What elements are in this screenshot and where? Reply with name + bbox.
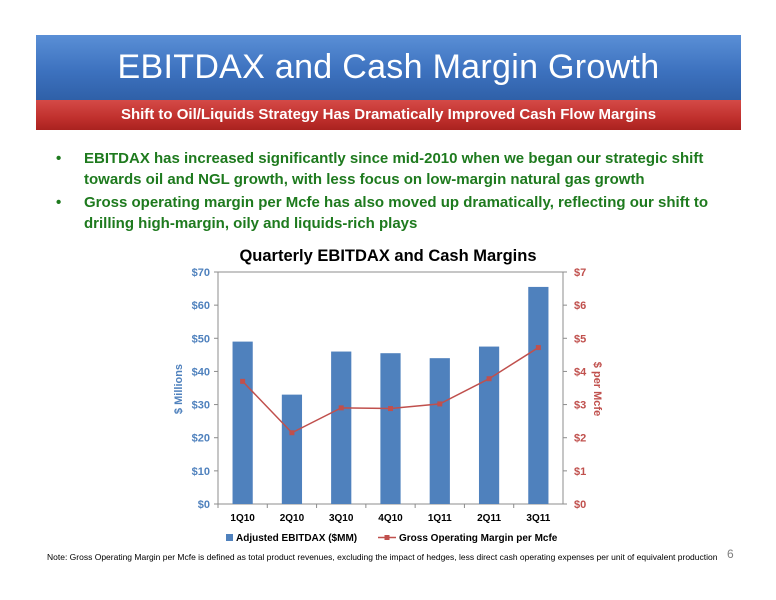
right-axis-label: $ per Mcfe xyxy=(591,362,603,416)
margin-point xyxy=(437,401,443,407)
margin-point xyxy=(289,430,295,436)
legend-swatch-marker xyxy=(384,535,390,540)
left-tick-label: $70 xyxy=(192,267,210,279)
plot-area: $0 $10 $20 $30 $40 $50 $60 $70 $0 $1 $2 $3 $4 $5 $6 $7 1… xyxy=(192,267,587,524)
left-axis-label: $ Millions xyxy=(173,364,185,414)
chart-legend: Adjusted EBITDAX ($MM) Gross Operating M… xyxy=(226,533,558,544)
bullet-item: • EBITDAX has increased significantly si… xyxy=(50,148,740,190)
left-tick-label: $0 xyxy=(198,499,210,511)
left-tick-label: $40 xyxy=(192,366,210,378)
right-tick-label: $0 xyxy=(574,499,586,511)
margin-point xyxy=(240,378,246,384)
page-number: 6 xyxy=(727,547,734,561)
bullet-text: Gross operating margin per Mcfe has also… xyxy=(84,194,709,232)
legend-swatch-bar xyxy=(226,534,233,541)
left-tick-label: $10 xyxy=(192,466,210,478)
margin-point xyxy=(535,345,541,351)
bullet-item: • Gross operating margin per Mcfe has al… xyxy=(50,192,740,234)
bar xyxy=(232,341,253,504)
left-tick-label: $30 xyxy=(192,400,210,412)
left-tick-label: $20 xyxy=(192,433,210,445)
x-tick-label: 2Q10 xyxy=(280,513,305,524)
bullet-marker: • xyxy=(56,150,62,167)
right-tick-label: $5 xyxy=(574,333,586,345)
bar xyxy=(528,286,549,504)
bullet-marker: • xyxy=(56,194,62,211)
bullet-list: • EBITDAX has increased significantly si… xyxy=(50,148,740,236)
right-tick-label: $2 xyxy=(574,433,586,445)
x-tick-label: 3Q10 xyxy=(329,513,354,524)
left-tick-label: $60 xyxy=(192,300,210,312)
bar xyxy=(331,351,352,504)
right-tick-label: $1 xyxy=(574,466,586,478)
x-tick-label: 1Q11 xyxy=(428,513,452,524)
left-tick-label: $50 xyxy=(192,333,210,345)
x-tick-label: 4Q10 xyxy=(378,513,403,524)
x-tick-label: 3Q11 xyxy=(526,513,550,524)
legend-label-line: Gross Operating Margin per Mcfe xyxy=(399,533,558,544)
bar xyxy=(429,358,450,504)
slide-subtitle: Shift to Oil/Liquids Strategy Has Dramat… xyxy=(36,100,741,130)
right-tick-label: $4 xyxy=(574,366,587,378)
x-tick-label: 1Q10 xyxy=(230,513,255,524)
bar xyxy=(478,346,500,504)
legend-label-bar: Adjusted EBITDAX ($MM) xyxy=(236,533,357,544)
margin-point xyxy=(486,376,492,382)
bar xyxy=(281,394,303,504)
bullet-text: EBITDAX has increased significantly sinc… xyxy=(84,150,704,188)
right-tick-label: $7 xyxy=(574,267,586,279)
margin-point xyxy=(388,406,393,412)
bar xyxy=(380,353,401,504)
right-tick-label: $3 xyxy=(574,400,586,412)
x-tick-label: 2Q11 xyxy=(477,513,501,524)
chart-title: Quarterly EBITDAX and Cash Margins xyxy=(239,247,536,265)
slide-title: EBITDAX and Cash Margin Growth xyxy=(36,35,741,100)
margin-point xyxy=(338,405,344,411)
footnote: Note: Gross Operating Margin per Mcfe is… xyxy=(47,552,718,562)
right-tick-label: $6 xyxy=(574,300,586,312)
